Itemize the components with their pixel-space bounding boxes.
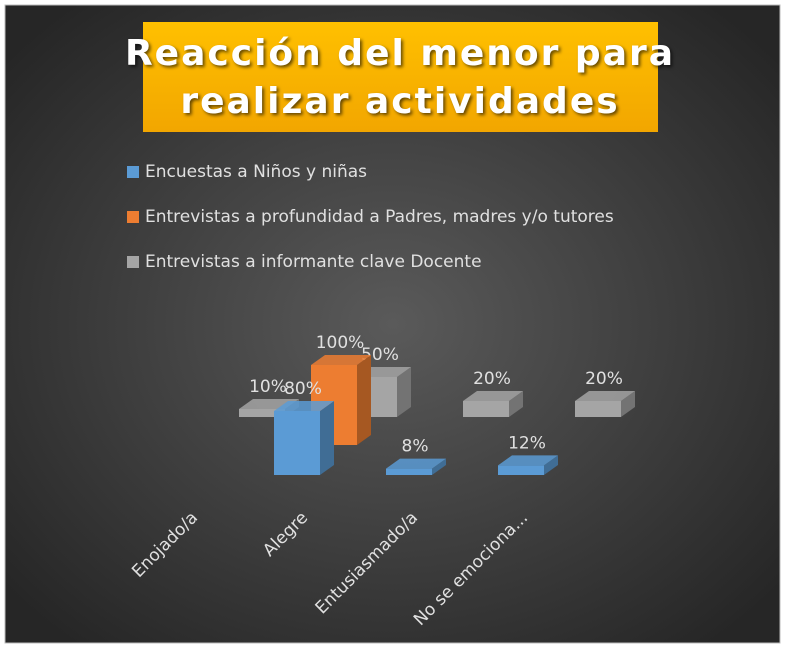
data-label: 100%	[316, 333, 365, 353]
legend-swatch	[127, 211, 139, 223]
bar-top	[575, 391, 635, 401]
data-label: 8%	[402, 437, 429, 457]
bar-side	[397, 367, 411, 417]
bar-side	[432, 458, 446, 475]
data-label: 20%	[585, 369, 623, 389]
bar	[274, 411, 320, 475]
bar-side	[357, 355, 371, 445]
bar-side	[544, 455, 558, 475]
bar-side	[320, 401, 334, 475]
title-box	[143, 22, 658, 132]
bar-top	[311, 355, 371, 365]
bar-top	[386, 458, 446, 469]
bar	[239, 409, 285, 417]
legend-label: Encuestas a Niños y niñas	[145, 162, 367, 182]
bar-top	[274, 401, 334, 411]
bar-side	[621, 391, 635, 417]
legend-swatch	[127, 166, 139, 178]
data-label: 12%	[508, 433, 546, 453]
bar	[463, 401, 509, 417]
chart-title: Reacción del menor para	[125, 33, 675, 74]
bar-side	[509, 391, 523, 417]
data-label: 80%	[284, 379, 322, 399]
bar	[386, 468, 432, 475]
data-label: 10%	[249, 377, 287, 397]
legend-swatch	[127, 256, 139, 268]
bar	[498, 465, 544, 475]
data-label: 20%	[473, 369, 511, 389]
bar	[575, 401, 621, 417]
bar-top	[463, 391, 523, 401]
bar-top	[498, 455, 558, 466]
chart-title: realizar actividades	[180, 81, 619, 122]
legend-label: Entrevistas a profundidad a Padres, madr…	[145, 207, 614, 227]
legend-label: Entrevistas a informante clave Docente	[145, 252, 482, 272]
